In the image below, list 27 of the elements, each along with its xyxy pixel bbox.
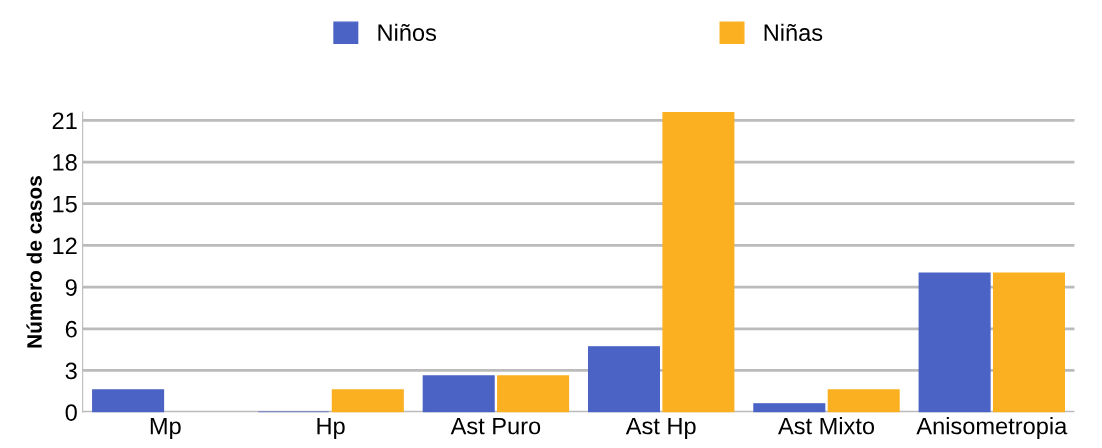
y-tick-label: 9	[65, 279, 77, 296]
x-tick-label: Mp	[150, 417, 181, 440]
y-tick-label: 12	[53, 237, 77, 254]
bar	[827, 389, 900, 413]
y-tick-label: 18	[53, 154, 77, 171]
bar	[587, 346, 661, 413]
x-tick-label: Ast Puro	[450, 417, 541, 435]
bar	[662, 112, 735, 413]
legend-label: Niñas	[764, 23, 823, 42]
y-tick-label: 3	[65, 362, 77, 380]
x-tick-label: Ast Mixto	[778, 417, 875, 435]
bar	[422, 375, 495, 413]
x-tick-label: Ast Hp	[625, 417, 696, 440]
x-tick-label: Hp	[317, 417, 345, 440]
y-tick-label: 15	[53, 196, 77, 213]
bar	[992, 272, 1066, 413]
bar	[918, 272, 991, 413]
y-tick-label: 6	[65, 320, 77, 338]
bar	[331, 389, 404, 413]
bar	[497, 375, 570, 413]
bar	[92, 389, 165, 413]
y-tick-label: 21	[52, 112, 77, 129]
y-tick-label: 0	[65, 404, 77, 421]
legend-label: Niños	[378, 23, 437, 42]
x-tick-label: Anisometropia	[916, 417, 1068, 440]
y-axis-title: Número de casos	[26, 176, 42, 348]
bar	[753, 403, 826, 413]
